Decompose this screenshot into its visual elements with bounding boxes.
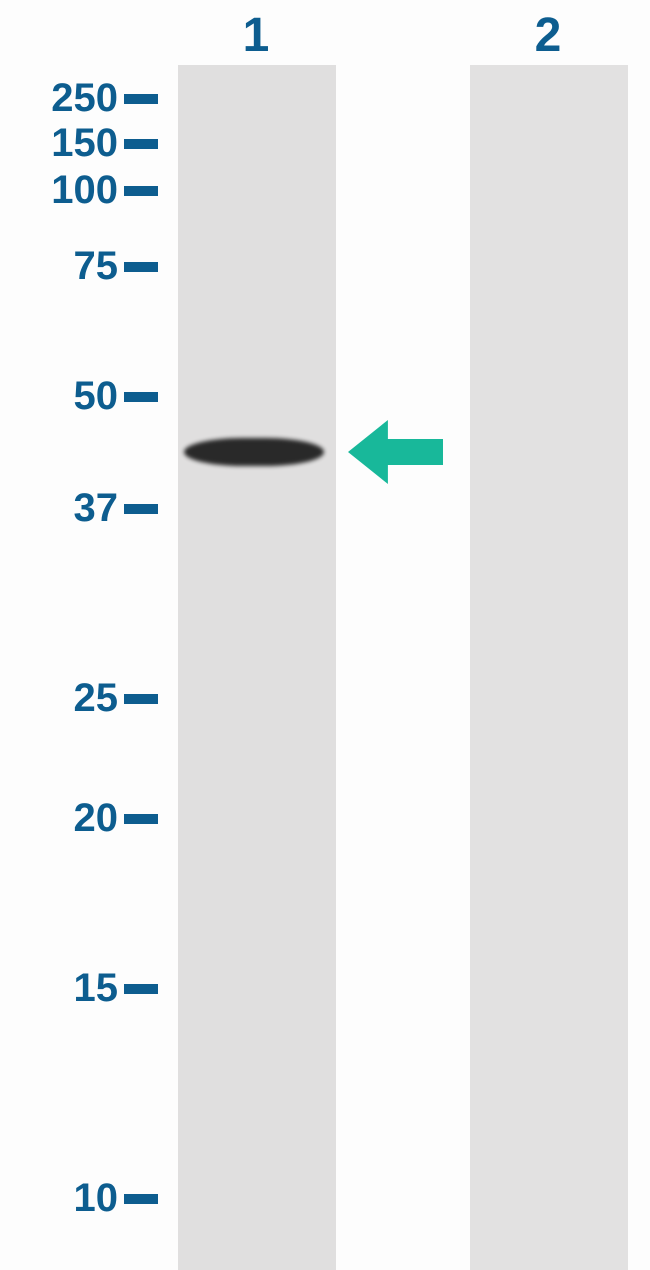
- mw-label: 150: [0, 121, 118, 166]
- mw-dash: [124, 94, 158, 104]
- mw-dash: [124, 694, 158, 704]
- mw-marker-37: 37: [0, 486, 158, 531]
- mw-label: 25: [0, 676, 118, 721]
- lane-header-2: 2: [508, 8, 588, 63]
- mw-label: 100: [0, 168, 118, 213]
- mw-label: 50: [0, 374, 118, 419]
- mw-marker-10: 10: [0, 1176, 158, 1221]
- mw-marker-100: 100: [0, 168, 158, 213]
- mw-dash: [124, 392, 158, 402]
- mw-marker-15: 15: [0, 966, 158, 1011]
- mw-marker-20: 20: [0, 796, 158, 841]
- blot-band: [184, 438, 324, 466]
- mw-marker-75: 75: [0, 244, 158, 289]
- mw-marker-25: 25: [0, 676, 158, 721]
- mw-dash: [124, 1194, 158, 1204]
- mw-label: 250: [0, 76, 118, 121]
- arrow-left-icon: [348, 420, 443, 484]
- mw-label: 37: [0, 486, 118, 531]
- mw-dash: [124, 139, 158, 149]
- mw-marker-150: 150: [0, 121, 158, 166]
- mw-label: 75: [0, 244, 118, 289]
- mw-dash: [124, 814, 158, 824]
- mw-label: 20: [0, 796, 118, 841]
- mw-marker-250: 250: [0, 76, 158, 121]
- mw-dash: [124, 504, 158, 514]
- mw-marker-50: 50: [0, 374, 158, 419]
- mw-dash: [124, 186, 158, 196]
- mw-dash: [124, 984, 158, 994]
- blot-figure: 1 2 250 150 100 75 50 37 25 20: [0, 0, 650, 1270]
- lane-2: [470, 65, 628, 1270]
- lane-1: [178, 65, 336, 1270]
- mw-dash: [124, 262, 158, 272]
- band-arrow: [348, 420, 443, 484]
- lane-header-1: 1: [216, 8, 296, 63]
- mw-label: 10: [0, 1176, 118, 1221]
- mw-label: 15: [0, 966, 118, 1011]
